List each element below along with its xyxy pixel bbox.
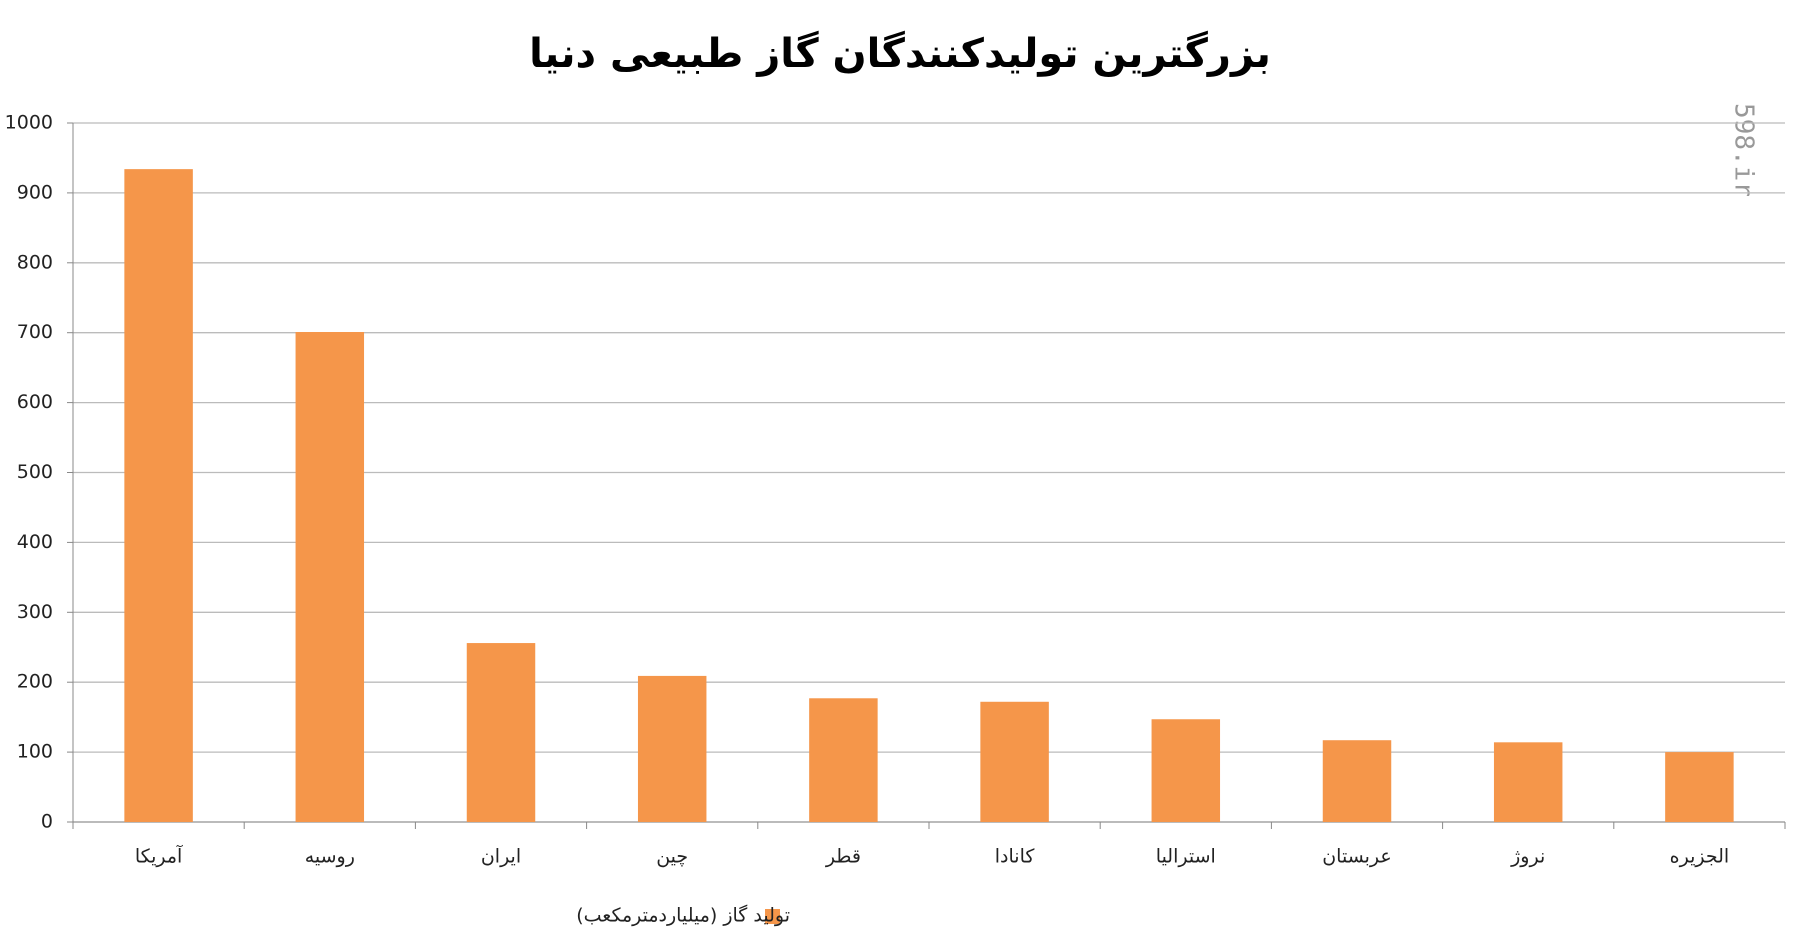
y-tick-label: 900 <box>17 181 53 203</box>
y-tick-label: 0 <box>41 811 53 833</box>
y-tick-label: 200 <box>17 671 53 693</box>
y-tick-label: 600 <box>17 391 53 413</box>
bar <box>124 169 193 822</box>
bar <box>295 332 365 822</box>
y-tick-label: 500 <box>17 461 53 483</box>
bar <box>466 643 536 822</box>
bar <box>1665 752 1734 822</box>
x-tick-label: چین <box>656 846 688 868</box>
x-tick-label: عربستان <box>1322 846 1392 868</box>
x-tick-label: کانادا <box>995 846 1036 868</box>
x-tick-label: نروژ <box>1510 846 1545 868</box>
legend-swatch <box>765 909 780 924</box>
watermark: 598.ir <box>1729 103 1759 197</box>
y-tick-label: 400 <box>17 531 53 553</box>
x-tick-label: آمریکا <box>135 844 183 868</box>
y-tick-label: 300 <box>17 601 53 623</box>
y-tick-label: 100 <box>17 741 53 763</box>
chart-title: بزرگترین تولیدکنندگان گاز طبیعی دنیا <box>529 30 1271 77</box>
bar <box>1322 740 1392 822</box>
bar <box>1493 742 1563 822</box>
x-tick-label: ایران <box>481 846 521 868</box>
legend-label: تولید گاز (میلیاردمترمکعب) <box>576 904 790 927</box>
bar <box>809 698 878 822</box>
x-tick-label: استرالیا <box>1156 846 1216 868</box>
y-tick-label: 800 <box>17 251 53 273</box>
bar <box>980 701 1049 822</box>
bar <box>1151 719 1221 822</box>
x-tick-label: الجزیره <box>1670 846 1730 868</box>
y-tick-label: 1000 <box>5 112 53 134</box>
x-tick-label: قطر <box>825 846 861 868</box>
y-tick-label: 700 <box>17 321 53 343</box>
bar <box>637 675 707 822</box>
x-tick-label: روسیه <box>305 846 355 868</box>
